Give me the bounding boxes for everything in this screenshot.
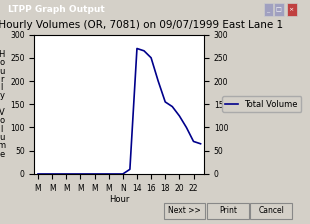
FancyBboxPatch shape (264, 3, 273, 16)
FancyBboxPatch shape (207, 203, 249, 220)
Text: Next >>: Next >> (168, 206, 201, 215)
Text: Cancel: Cancel (258, 206, 284, 215)
FancyBboxPatch shape (164, 203, 205, 220)
Text: Print: Print (219, 206, 237, 215)
FancyBboxPatch shape (287, 3, 297, 16)
FancyBboxPatch shape (250, 203, 292, 220)
X-axis label: Hour: Hour (109, 196, 130, 205)
FancyBboxPatch shape (274, 3, 284, 16)
Title: Missing Hourly Volumes (OR, 7081) on 09/07/1999 East Lane 1: Missing Hourly Volumes (OR, 7081) on 09/… (0, 20, 283, 30)
Y-axis label: H
o
u
r
l
y
 
V
o
l
u
m
e: H o u r l y V o l u m e (0, 50, 6, 159)
Legend: Total Volume: Total Volume (222, 96, 301, 112)
Text: LTPP Graph Output: LTPP Graph Output (8, 5, 104, 14)
Text: □: □ (274, 7, 284, 12)
Text: ×: × (287, 7, 296, 12)
Text: _: _ (265, 7, 272, 12)
